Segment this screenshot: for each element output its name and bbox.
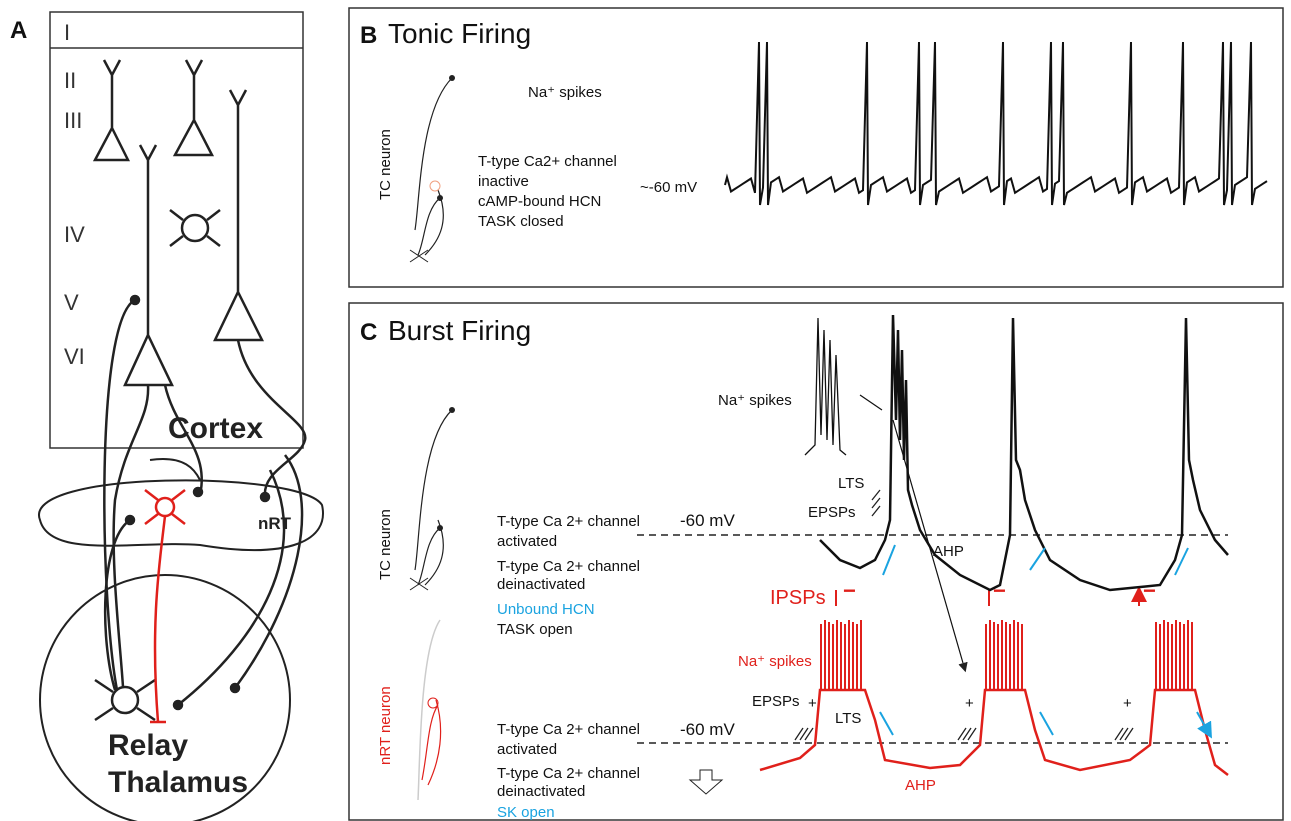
state-label: T-type Ca 2+ channel — [497, 513, 640, 530]
inset-trace — [804, 317, 847, 456]
tc-trace — [819, 314, 1229, 592]
neurons — [38, 59, 324, 821]
panel-label: C — [360, 319, 377, 346]
neuron-icon — [429, 180, 441, 192]
pointer — [859, 394, 965, 670]
layer-label: V — [64, 290, 79, 315]
neuron-label: TC neuron — [377, 509, 394, 580]
layer-label: III — [64, 108, 82, 133]
neuron-label: nRT neuron — [377, 686, 394, 765]
layer-label: II — [64, 68, 76, 93]
state-label: activated — [497, 533, 557, 550]
nrt-label: nRT — [258, 514, 292, 533]
potential-label: -60 mV — [680, 511, 735, 530]
tonic-trace — [724, 41, 1268, 206]
state-label: deinactivated — [497, 576, 585, 593]
spikes-label: Na⁺ spikes — [718, 392, 792, 409]
neuron-icon — [409, 577, 429, 591]
ipsps-label: IPSPs — [770, 587, 826, 609]
state-label: TASK closed — [478, 213, 564, 230]
layer-label: VI — [64, 344, 85, 369]
panel-label: B — [360, 22, 377, 49]
state-label: SK open — [497, 804, 555, 821]
state-label: inactive — [478, 173, 529, 190]
nrt-cell — [144, 489, 186, 724]
neuron-icon — [414, 409, 453, 586]
panel-box — [348, 7, 1284, 288]
neuron-icon — [421, 699, 442, 786]
spikes-label: Na⁺ spikes — [738, 653, 812, 670]
plus-label: + — [1123, 695, 1132, 712]
thalamus-label: Thalamus — [108, 766, 248, 799]
state-label: T-type Ca 2+ channel — [497, 558, 640, 575]
ipsp-sign: − — [843, 578, 856, 603]
epsps-label: EPSPs — [752, 693, 800, 710]
spikes-label: Na⁺ spikes — [528, 84, 602, 101]
cortex-box — [49, 11, 304, 449]
layer-label: IV — [64, 222, 85, 247]
state-label: deinactivated — [497, 783, 585, 800]
panel-title: Burst Firing — [388, 315, 531, 346]
neuron-icon — [414, 77, 453, 256]
lts-label: LTS — [835, 710, 861, 727]
state-label: T-type Ca 2+ channel — [497, 721, 640, 738]
ipsp-arrow — [835, 590, 1139, 606]
baseline — [637, 534, 1228, 744]
panel-title: Tonic Firing — [388, 18, 531, 49]
potential-label: -60 mV — [680, 720, 735, 739]
nrt-bursts — [820, 620, 1193, 690]
panel-c: C Burst Firing TC neuron nRT neuron T-ty… — [348, 302, 1284, 821]
state-label: T-type Ca 2+ channel — [497, 765, 640, 782]
epsp-hatch — [794, 489, 1134, 741]
plus-label: + — [965, 695, 974, 712]
neuron-icon — [427, 697, 439, 709]
neuron-icon — [417, 619, 441, 801]
panel-a: A I II III IV V VI Cortex nRT Relay Thal… — [10, 11, 324, 821]
state-label: cAMP-bound HCN — [478, 193, 601, 210]
ipsp-sign: − — [1143, 578, 1156, 603]
ahp-label: AHP — [933, 543, 964, 560]
potential-label: ~-60 mV — [640, 179, 697, 196]
blue-arrow — [879, 544, 1210, 735]
state-label: TASK open — [497, 621, 573, 638]
state-label: activated — [497, 741, 557, 758]
state-label: Unbound HCN — [497, 601, 595, 618]
panel-b: B Tonic Firing TC neuron Na⁺ spikes T-ty… — [348, 7, 1284, 288]
panel-box — [348, 302, 1284, 821]
plus-label: + — [808, 695, 817, 712]
down-arrow — [688, 769, 724, 795]
neuron-icon — [409, 249, 429, 263]
nrt-trace — [759, 688, 1229, 776]
thalamus-label: Relay — [108, 729, 188, 762]
panel-label: A — [10, 17, 27, 44]
ipsp-sign: − — [993, 578, 1006, 603]
state-label: T-type Ca2+ channel — [478, 153, 617, 170]
ahp-label: AHP — [905, 777, 936, 794]
epsps-label: EPSPs — [808, 504, 856, 521]
layer-label: I — [64, 20, 70, 45]
neuron-label: TC neuron — [377, 129, 394, 200]
lts-label: LTS — [838, 475, 864, 492]
